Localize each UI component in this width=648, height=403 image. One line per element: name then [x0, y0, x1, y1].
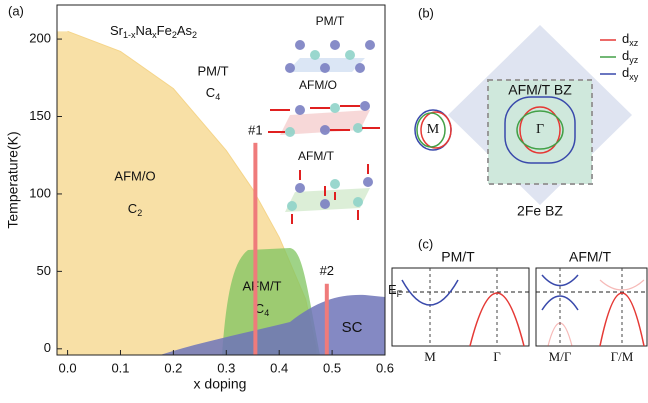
zone-label: AFM/T BZ — [508, 82, 572, 98]
panel-label: (c) — [418, 236, 433, 251]
atom — [345, 50, 355, 60]
phase-label: C2 — [128, 201, 142, 218]
panel-a: (a) Sr1-xNaxFe2As2 PM/T C4 AFM/O C2 AFM/… — [5, 3, 394, 391]
fermi-level-label: EF — [388, 282, 403, 299]
cut-line — [324, 283, 329, 355]
panel-label: (a) — [8, 3, 24, 18]
spin-arrows — [291, 164, 369, 224]
k-label: M — [424, 349, 436, 364]
band-box — [535, 267, 648, 347]
band — [599, 292, 645, 347]
band-box — [391, 267, 530, 347]
atom — [320, 199, 330, 209]
x-tick-label: 0.1 — [111, 360, 129, 375]
atom — [363, 177, 373, 187]
y-axis-title: Temperature(K) — [5, 131, 21, 228]
atom — [365, 40, 375, 50]
legend-label: dxz — [622, 31, 639, 48]
y-tick-label: 200 — [29, 31, 51, 46]
panel-c: (c) PM/T AFM/T EF M Γ M/Γ Γ/M — [388, 236, 648, 364]
k-line — [429, 268, 623, 346]
y-tick-label: 0 — [44, 340, 51, 355]
inset-label: AFM/T — [298, 149, 335, 163]
y-tick-label: 100 — [29, 185, 51, 200]
panel-label: (b) — [418, 5, 434, 20]
atom — [285, 63, 295, 73]
k-label: M/Γ — [549, 349, 572, 364]
phase-label: SC — [342, 319, 363, 336]
k-label: Γ/M — [611, 349, 634, 364]
band — [541, 274, 579, 311]
band — [401, 279, 459, 306]
atom — [353, 197, 363, 207]
atom — [360, 101, 370, 111]
legend-label: dyz — [622, 48, 639, 65]
atom — [330, 40, 340, 50]
fermi-surface — [420, 111, 452, 149]
atom — [353, 123, 363, 133]
phase-label: AFM/O — [114, 168, 155, 183]
x-tick-label: 0.0 — [59, 360, 77, 375]
cut-label: #2 — [320, 263, 334, 278]
phase-label: PM/T — [197, 63, 228, 78]
fermi-surface — [516, 110, 564, 150]
atom — [295, 40, 305, 50]
atom — [285, 127, 295, 137]
x-axis-title: x doping — [194, 376, 247, 392]
x-tick-label: 0.6 — [376, 360, 394, 375]
y-tick-label: 50 — [37, 263, 51, 278]
x-tick-label: 0.4 — [270, 360, 288, 375]
cut-label: #1 — [248, 122, 262, 137]
fermi-surface — [504, 96, 576, 164]
atom — [295, 183, 305, 193]
atom — [287, 201, 297, 211]
x-tick-label: 0.3 — [217, 360, 235, 375]
plane — [280, 110, 370, 135]
spin-arrows — [268, 105, 380, 133]
cut-line — [253, 142, 258, 355]
zone-label: 2Fe BZ — [517, 203, 563, 219]
folded-band — [547, 279, 645, 347]
atom — [320, 125, 330, 135]
band — [469, 292, 525, 347]
m-label: M — [427, 122, 440, 137]
atom — [320, 63, 330, 73]
subpanel-title: PM/T — [441, 249, 475, 265]
y-tick-label: 150 — [29, 108, 51, 123]
gamma-label: Γ — [536, 122, 544, 137]
fermi-surface — [519, 106, 561, 154]
legend-label: dxy — [622, 65, 639, 82]
x-tick-label: 0.2 — [164, 360, 182, 375]
fermi-surface — [416, 112, 446, 148]
inset-label: PM/T — [316, 14, 345, 28]
phase-label: AFM/T — [243, 278, 282, 293]
phase-label: C4 — [255, 301, 269, 318]
plot-frame — [56, 4, 386, 356]
phase-label: C4 — [206, 85, 220, 102]
atom — [295, 105, 305, 115]
atom — [355, 63, 365, 73]
atom — [310, 50, 320, 60]
atom — [330, 103, 340, 113]
inset-label: AFM/O — [299, 78, 337, 92]
compound-formula: Sr1-xNaxFe2As2 — [110, 23, 197, 40]
atom — [330, 179, 340, 189]
lattice-insets — [268, 40, 380, 224]
k-label: Γ — [493, 349, 501, 364]
x-tick-label: 0.5 — [323, 360, 341, 375]
subpanel-title: AFM/T — [569, 249, 611, 265]
